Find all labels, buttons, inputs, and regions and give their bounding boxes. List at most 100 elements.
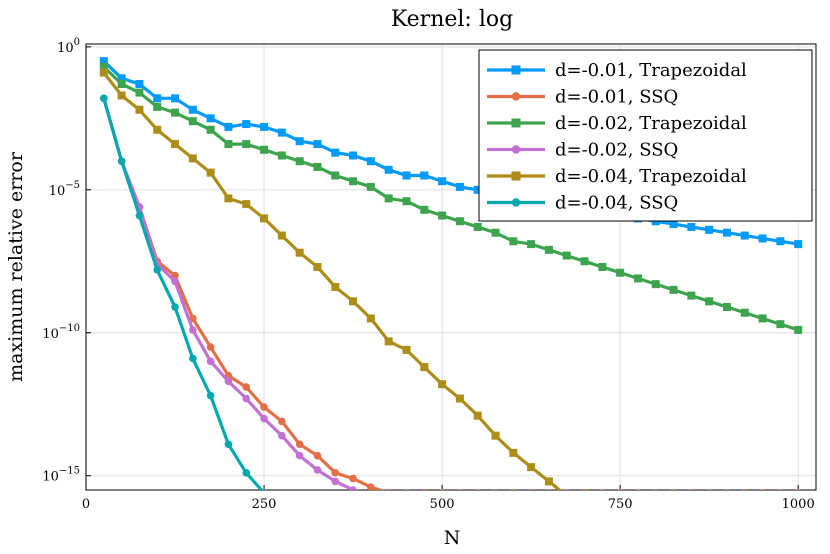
data-point-marker <box>438 211 447 220</box>
data-point-marker <box>402 345 411 354</box>
data-point-marker <box>331 171 340 180</box>
data-point-marker <box>171 140 180 149</box>
data-point-marker <box>653 489 659 490</box>
data-point-marker <box>242 469 251 477</box>
data-point-marker <box>260 414 268 423</box>
data-point-marker <box>616 268 625 277</box>
legend-item: d=-0.04, SSQ <box>487 193 678 214</box>
y-tick-label: 10−5 <box>49 180 80 199</box>
data-point-marker <box>491 431 500 440</box>
data-point-marker <box>295 248 304 257</box>
data-point-marker <box>117 74 126 83</box>
data-point-marker <box>349 474 357 483</box>
plot-frame <box>85 43 817 491</box>
data-point-marker <box>671 489 677 490</box>
data-point-marker <box>242 383 251 391</box>
data-point-marker <box>617 489 623 490</box>
plot-clip-group <box>99 57 803 490</box>
data-point-marker <box>564 489 570 490</box>
data-point-marker <box>278 431 286 440</box>
data-point-marker <box>135 211 144 220</box>
x-tick-label: 0 <box>82 497 90 512</box>
data-point-marker <box>206 114 215 123</box>
legend-item: d=-0.02, Trapezoidal <box>487 113 747 134</box>
data-point-marker <box>742 489 748 490</box>
data-point-marker <box>349 297 358 306</box>
data-point-marker <box>242 140 251 149</box>
data-point-marker <box>455 394 464 403</box>
data-point-marker <box>171 303 179 311</box>
data-point-marker <box>777 489 783 490</box>
legend-label: d=-0.04, Trapezoidal <box>555 166 747 187</box>
data-point-marker <box>313 451 322 460</box>
data-point-marker <box>421 489 427 490</box>
data-point-marker <box>544 477 553 486</box>
data-point-marker <box>438 177 447 186</box>
data-point-marker <box>100 94 108 103</box>
data-point-marker <box>384 165 393 174</box>
data-point-marker <box>580 257 589 266</box>
data-point-marker <box>528 489 534 490</box>
data-point-marker <box>633 274 642 283</box>
data-point-marker <box>546 489 552 490</box>
data-point-marker <box>331 148 340 157</box>
data-point-marker <box>278 417 286 426</box>
x-tick-label: 250 <box>252 497 277 512</box>
data-point-marker <box>491 228 500 237</box>
data-point-marker <box>260 122 269 131</box>
data-point-marker <box>402 171 411 180</box>
data-point-marker <box>331 469 340 477</box>
data-point-marker <box>260 145 269 154</box>
data-point-marker <box>260 214 269 223</box>
data-point-marker <box>135 80 144 89</box>
data-point-marker <box>669 220 678 229</box>
data-point-marker <box>760 489 766 490</box>
data-point-marker <box>153 102 162 111</box>
data-point-marker <box>386 489 392 490</box>
data-point-marker <box>582 489 588 490</box>
data-point-marker <box>117 80 126 89</box>
data-point-marker <box>562 251 571 260</box>
data-point-marker <box>242 394 251 403</box>
data-point-marker <box>313 162 322 171</box>
data-point-marker <box>420 363 429 372</box>
data-point-marker <box>153 94 162 103</box>
data-point-marker <box>313 466 322 474</box>
data-point-marker <box>99 62 108 71</box>
legend-box <box>478 49 813 222</box>
series-line <box>102 71 563 490</box>
series-line <box>102 97 385 490</box>
legend-item: d=-0.01, SSQ <box>487 87 678 108</box>
chart-title: Kernel: log <box>391 7 513 32</box>
data-point-marker <box>224 440 233 449</box>
data-point-marker <box>724 489 730 490</box>
legend-label: d=-0.04, SSQ <box>555 193 678 214</box>
data-point-marker <box>688 489 694 490</box>
legend-marker <box>511 145 521 154</box>
data-point-marker <box>473 411 482 420</box>
legend-marker <box>511 198 521 207</box>
legend-label: d=-0.02, Trapezoidal <box>555 113 747 134</box>
x-tick-label: 750 <box>608 497 633 512</box>
data-point-marker <box>367 483 375 490</box>
data-point-marker <box>206 343 215 351</box>
data-point-marker <box>295 157 304 166</box>
data-point-marker <box>153 266 162 274</box>
data-point-marker <box>153 125 162 134</box>
data-point-marker <box>189 326 197 334</box>
data-point-marker <box>171 108 180 117</box>
data-point-marker <box>598 263 607 271</box>
y-tick-label: 10−10 <box>42 323 80 342</box>
data-point-marker <box>687 291 696 300</box>
data-point-marker <box>224 377 233 386</box>
legend-item: d=-0.01, Trapezoidal <box>487 60 747 81</box>
data-point-marker <box>171 277 179 286</box>
data-point-marker <box>366 157 375 166</box>
data-point-marker <box>635 489 641 490</box>
data-point-marker <box>366 182 375 191</box>
data-point-marker <box>206 391 215 400</box>
data-point-marker <box>224 194 233 203</box>
legend-marker <box>511 171 521 181</box>
data-point-marker <box>260 403 268 411</box>
